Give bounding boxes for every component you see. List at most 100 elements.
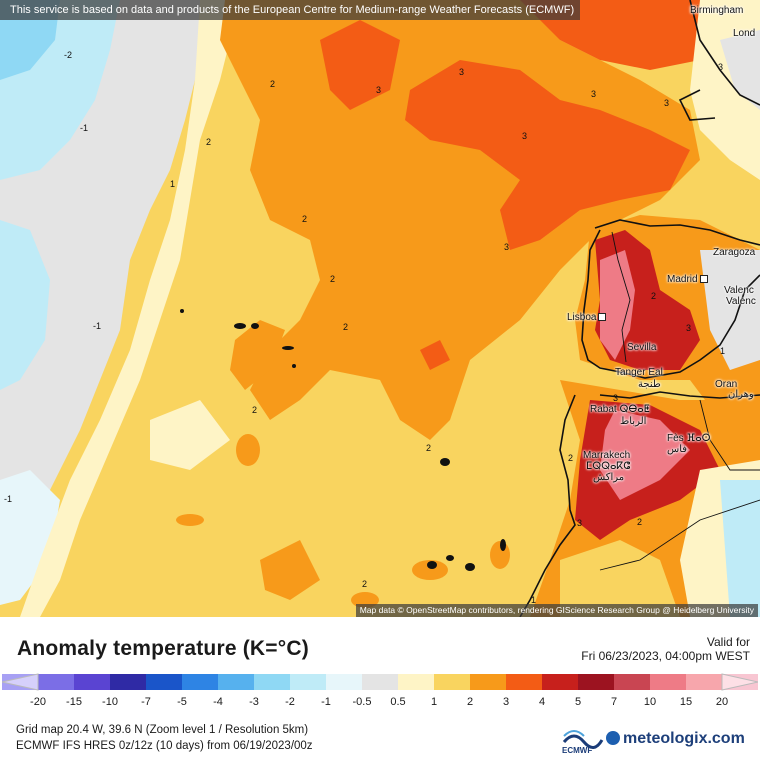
scale-swatch bbox=[398, 674, 435, 690]
contour-label: 1 bbox=[170, 179, 176, 189]
scale-swatch bbox=[578, 674, 615, 690]
city-rabat-arabic: الرباط bbox=[620, 416, 647, 427]
legend-title: Anomaly temperature (K=°C) bbox=[17, 637, 309, 660]
meteologix-logo[interactable]: meteologix.com bbox=[606, 730, 745, 748]
city-marker-icon bbox=[598, 313, 607, 322]
scale-swatch bbox=[110, 674, 147, 690]
city-zaragoza[interactable]: Zaragoza bbox=[713, 247, 756, 258]
scale-tick-label: -3 bbox=[249, 696, 259, 708]
scale-tick-label: 20 bbox=[715, 696, 729, 708]
contour-label: 2 bbox=[343, 322, 349, 332]
scale-swatch bbox=[254, 674, 291, 690]
legend-panel: Anomaly temperature (K=°C) Valid for Fri… bbox=[0, 617, 760, 760]
contour-label: 3 bbox=[613, 393, 619, 403]
contour-label: 3 bbox=[459, 67, 465, 77]
scale-tick-label: -15 bbox=[66, 696, 82, 708]
contour-label: 2 bbox=[426, 443, 432, 453]
valid-label: Valid for bbox=[706, 635, 750, 649]
scale-swatch bbox=[506, 674, 543, 690]
contour-label: 2 bbox=[330, 274, 336, 284]
contour-label: 2 bbox=[362, 579, 368, 589]
contour-label: 2 bbox=[637, 517, 643, 527]
contour-label: 1 bbox=[720, 346, 726, 356]
scale-tick-label: -4 bbox=[213, 696, 223, 708]
color-scale-bar bbox=[2, 672, 758, 692]
scale-tick-label: 7 bbox=[610, 696, 618, 708]
scale-swatch bbox=[326, 674, 363, 690]
grid-info: Grid map 20.4 W, 39.6 N (Zoom level 1 / … bbox=[16, 724, 309, 736]
ecmwf-logo-icon bbox=[562, 730, 604, 749]
city-london[interactable]: Lond bbox=[733, 28, 756, 39]
scale-swatch bbox=[38, 674, 75, 690]
scale-tick-label: -20 bbox=[30, 696, 46, 708]
ecmwf-notice: This service is based on data and produc… bbox=[0, 0, 581, 20]
scale-swatch bbox=[542, 674, 579, 690]
contour-label: 2 bbox=[302, 214, 308, 224]
city-marrakech[interactable]: Marrakech bbox=[583, 450, 631, 461]
contour-label: 3 bbox=[718, 62, 724, 72]
scale-tick-label: 3 bbox=[502, 696, 510, 708]
contour-label: -1 bbox=[93, 321, 102, 331]
city-sevilla[interactable]: Sevilla bbox=[627, 342, 657, 353]
scale-tick-label: 0.5 bbox=[390, 696, 406, 708]
meteologix-icon bbox=[606, 731, 620, 745]
scale-low-end bbox=[2, 673, 39, 691]
valid-time: Valid for Fri 06/23/2023, 04:00pm WEST bbox=[581, 635, 750, 663]
contour-label: 2 bbox=[651, 291, 657, 301]
color-scale-ticks: -20 -15 -10 -7 -5 -4 -3 -2 -1 -0.5 0.5 1 2 3 4 5 7 10 15 20 bbox=[0, 696, 760, 710]
scale-swatch bbox=[74, 674, 111, 690]
contour-label: 2 bbox=[252, 405, 258, 415]
contour-label: -1 bbox=[80, 123, 89, 133]
valid-datetime: Fri 06/23/2023, 04:00pm WEST bbox=[581, 649, 750, 663]
map-attribution: Map data © OpenStreetMap contributors, r… bbox=[355, 604, 758, 617]
anomaly-map bbox=[0, 0, 760, 617]
city-valencia-2[interactable]: Valenc bbox=[726, 296, 756, 307]
contour-label: 3 bbox=[522, 131, 528, 141]
scale-swatch bbox=[470, 674, 507, 690]
city-tanger[interactable]: Tanger Eal bbox=[615, 367, 663, 378]
contour-label: 3 bbox=[577, 518, 583, 528]
ecmwf-logo-label: ECMWF bbox=[562, 746, 593, 755]
scale-swatch bbox=[614, 674, 651, 690]
city-lisboa[interactable]: Lisboa bbox=[567, 312, 607, 323]
contour-label: -1 bbox=[4, 494, 13, 504]
city-oran[interactable]: Oran bbox=[715, 379, 738, 390]
scale-swatch bbox=[362, 674, 399, 690]
map-area[interactable]: This service is based on data and produc… bbox=[0, 0, 760, 617]
city-fes-arabic: فاس bbox=[667, 444, 688, 455]
city-tanger-arabic: طنجة bbox=[638, 379, 661, 390]
city-madrid[interactable]: Madrid bbox=[667, 274, 708, 285]
scale-swatch bbox=[182, 674, 219, 690]
contour-label: 2 bbox=[568, 453, 574, 463]
city-oran-arabic: وهران bbox=[728, 389, 754, 400]
contour-label: 1 bbox=[531, 595, 537, 605]
scale-tick-label: 5 bbox=[574, 696, 582, 708]
scale-tick-label: 10 bbox=[643, 696, 657, 708]
scale-high-end bbox=[721, 673, 758, 691]
scale-tick-label: 1 bbox=[430, 696, 438, 708]
contour-label: 3 bbox=[591, 89, 597, 99]
contour-label: 3 bbox=[686, 323, 692, 333]
city-rabat[interactable]: Rabat ⵕⴱⴰⵟ bbox=[590, 404, 650, 415]
scale-tick-label: -5 bbox=[177, 696, 187, 708]
scale-swatch bbox=[218, 674, 255, 690]
scale-tick-label: -2 bbox=[285, 696, 295, 708]
scale-tick-label: -1 bbox=[321, 696, 331, 708]
contour-label: 2 bbox=[206, 137, 212, 147]
city-marrakech-arabic: مراكش bbox=[593, 472, 625, 483]
scale-swatch bbox=[146, 674, 183, 690]
contour-label: 3 bbox=[664, 98, 670, 108]
city-valencia-1[interactable]: Valenc bbox=[724, 285, 754, 296]
scale-tick-label: 15 bbox=[679, 696, 693, 708]
city-fes[interactable]: Fès ⴼⴰⵙ bbox=[667, 433, 711, 444]
scale-tick-label: 2 bbox=[466, 696, 474, 708]
city-marrakech-tifinagh: ⵎⵕⵕⴰⴽⵛ bbox=[586, 461, 631, 472]
scale-swatch bbox=[290, 674, 327, 690]
scale-tick-label: -7 bbox=[141, 696, 151, 708]
city-marker-icon bbox=[699, 275, 708, 284]
city-birmingham[interactable]: Birmingham bbox=[690, 5, 744, 16]
contour-label: 3 bbox=[504, 242, 510, 252]
scale-tick-label: 4 bbox=[538, 696, 546, 708]
contour-label: -2 bbox=[64, 50, 73, 60]
model-info: ECMWF IFS HRES 0z/12z (10 days) from 06/… bbox=[16, 740, 313, 752]
